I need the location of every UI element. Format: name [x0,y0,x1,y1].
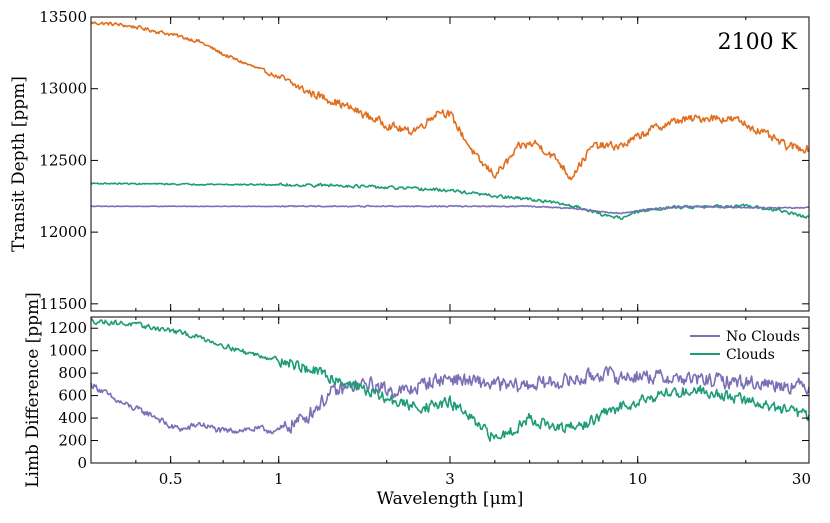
top-plot-frame [90,16,810,312]
bottom-series-clouds [90,318,810,442]
bottom-y-axis-label: Limb Difference [ppm] [23,292,43,488]
bottom-series-group [90,318,810,442]
legend-label-no-clouds: No Clouds [726,329,800,345]
x-axis-label: Wavelength [μm] [377,489,524,509]
bottom-panel: 0 200 400 600 800 1000 1200 0.5 1 3 10 30 Limb Dif… [23,292,811,509]
bottom-ticks [90,317,810,464]
top-y-tick-label: 11500 [39,295,87,313]
legend-label-clouds: Clouds [726,347,775,363]
bottom-y-tick-labels: 0 200 400 600 800 1000 1200 [49,319,87,472]
top-y-tick-label: 12500 [39,151,87,169]
x-tick-label: 10 [628,470,647,488]
top-y-tick-label: 13000 [39,80,87,98]
x-tick-label: 3 [445,470,455,488]
top-series-no-clouds [90,204,810,215]
top-series-group [90,21,810,221]
bottom-y-tick-label: 1200 [49,319,87,337]
bottom-y-tick-label: 800 [58,364,87,382]
bottom-y-tick-label: 400 [58,409,87,427]
bottom-series-no-clouds [90,366,810,435]
bottom-y-tick-label: 1000 [49,342,87,360]
temperature-annotation: 2100 K [718,30,798,55]
top-series-clouds [90,182,810,221]
top-y-tick-label: 12000 [39,223,87,241]
bottom-y-tick-label: 200 [58,432,87,450]
x-tick-labels: 0.5 1 3 10 30 [159,470,811,488]
top-panel: 11500 12000 12500 13000 13500 2100 K Transit… [9,8,810,313]
top-ticks [90,16,810,311]
x-tick-label: 30 [792,470,811,488]
top-y-tick-label: 13500 [39,8,87,26]
bottom-y-tick-label: 0 [77,454,87,472]
top-y-tick-labels: 11500 12000 12500 13000 13500 [39,8,87,313]
top-series-orange-no-label [90,21,810,181]
bottom-y-tick-label: 600 [58,387,87,405]
x-tick-label: 0.5 [159,470,183,488]
top-y-axis-label: Transit Depth [ppm] [9,76,29,252]
x-tick-label: 1 [274,470,284,488]
legend: No Clouds Clouds [690,329,800,363]
